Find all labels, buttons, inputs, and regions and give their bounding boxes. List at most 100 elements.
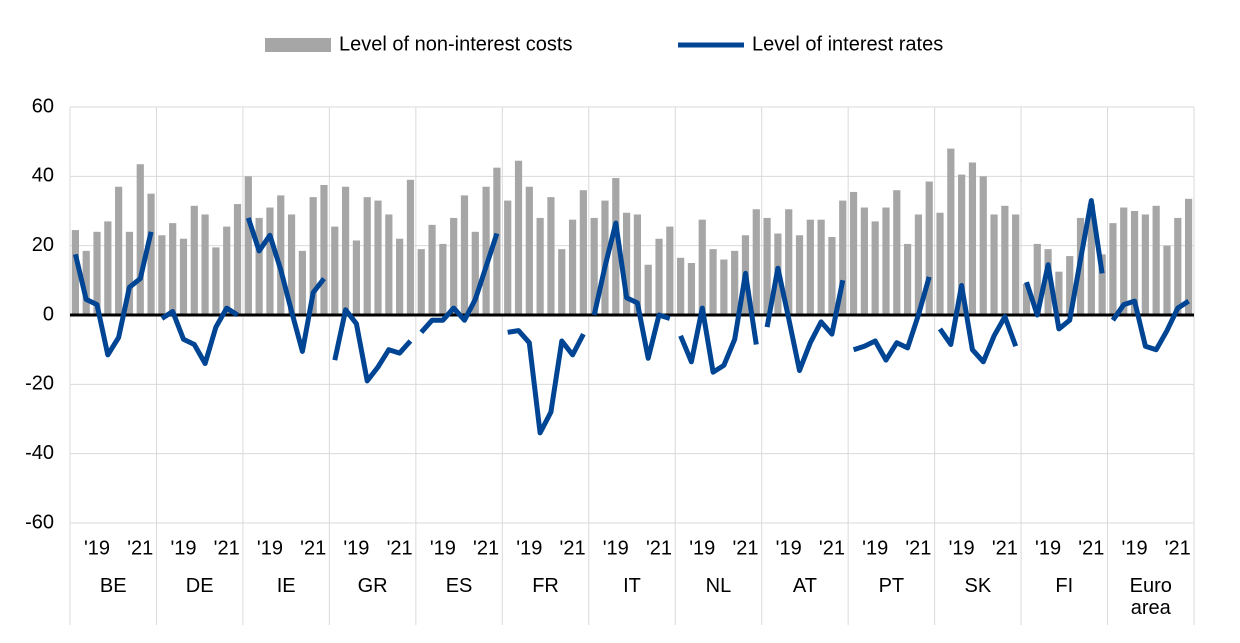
group-label: NL (705, 575, 732, 597)
line-segment (419, 232, 500, 334)
bar (590, 217, 598, 315)
line-segment (591, 220, 671, 361)
legend-swatch (265, 38, 331, 52)
bar (244, 176, 252, 315)
bar (579, 190, 587, 315)
x-tick-label: '19 (776, 537, 802, 559)
bar (828, 237, 836, 315)
bar (1184, 198, 1193, 315)
bar (925, 181, 933, 315)
bar (450, 217, 458, 315)
line-segment (72, 231, 154, 358)
bar (1055, 271, 1063, 315)
x-tick-label: '21 (560, 537, 586, 559)
bar (417, 249, 425, 315)
bar (731, 250, 739, 315)
group-label: SK (964, 575, 992, 597)
bar (406, 179, 415, 315)
bar (644, 264, 652, 315)
bar (374, 200, 382, 315)
bar (212, 247, 220, 315)
x-tick-label: '21 (905, 537, 931, 559)
bar (1098, 254, 1106, 315)
group-label: FI (1055, 575, 1074, 597)
bar (233, 204, 242, 315)
group-label: PT (878, 575, 905, 597)
line-segment (678, 270, 759, 375)
bar (147, 193, 155, 315)
bar (785, 209, 793, 315)
group-label: IE (276, 575, 296, 597)
bar (547, 197, 555, 315)
bar (1001, 205, 1009, 315)
y-tick-label: 20 (32, 234, 54, 256)
group-label: DE (185, 575, 214, 597)
x-tick-label: '19 (949, 537, 975, 559)
bar (947, 148, 955, 315)
bar (1120, 207, 1128, 315)
bar (428, 224, 436, 315)
x-tick-label: '21 (300, 537, 326, 559)
bar (1012, 214, 1020, 315)
bar (936, 212, 944, 315)
bar (1022, 283, 1031, 315)
bar (1087, 204, 1095, 315)
bar (1044, 249, 1052, 315)
x-tick-label: '19 (689, 537, 715, 559)
group-label: FR (532, 575, 559, 597)
group-label: BE (99, 575, 127, 597)
bar (115, 186, 123, 315)
group-label: IT (623, 575, 641, 597)
line-segment (1110, 298, 1190, 353)
bar (990, 214, 998, 315)
y-tick-label: -20 (25, 373, 54, 395)
x-tick-label: '19 (516, 537, 542, 559)
y-tick-label: 40 (32, 165, 54, 187)
x-tick-label: '21 (1165, 537, 1191, 559)
x-tick-label: '21 (732, 537, 758, 559)
bar (190, 205, 198, 315)
bar (795, 235, 804, 315)
bar (720, 259, 728, 315)
bar (514, 160, 523, 315)
bar (622, 212, 631, 315)
bar (482, 186, 490, 315)
bar (568, 219, 577, 315)
bar (1152, 205, 1160, 315)
bar (104, 221, 112, 315)
bar (968, 162, 977, 315)
legend-label: Level of interest rates (752, 33, 943, 55)
bar (396, 238, 404, 315)
bar (385, 214, 393, 315)
bar (914, 214, 923, 315)
x-tick-label: '19 (343, 537, 369, 559)
line-segment (160, 305, 239, 366)
line-segment (332, 307, 413, 384)
y-tick-label: 60 (32, 95, 54, 117)
bar (525, 186, 533, 315)
bar (255, 217, 263, 315)
bar (298, 250, 306, 315)
bar (201, 214, 209, 315)
group-label: AT (792, 575, 817, 597)
line-segment (507, 328, 586, 436)
bar (806, 219, 814, 315)
bar (687, 263, 696, 315)
x-tick-label: '21 (473, 537, 499, 559)
bar (287, 214, 296, 315)
x-tick-label: '19 (257, 537, 283, 559)
bar (158, 235, 166, 315)
bar (979, 176, 987, 315)
x-tick-label: '21 (1078, 537, 1104, 559)
legend-label: Level of non-interest costs (339, 33, 572, 55)
bar (1141, 214, 1149, 315)
bar (309, 197, 317, 315)
bar (1066, 256, 1074, 315)
bar (698, 219, 706, 315)
bar (882, 207, 890, 315)
bar (958, 174, 966, 315)
bar (612, 178, 620, 315)
x-tick-label: '19 (1035, 537, 1061, 559)
x-tick-label: '19 (84, 537, 110, 559)
bar (655, 238, 663, 315)
